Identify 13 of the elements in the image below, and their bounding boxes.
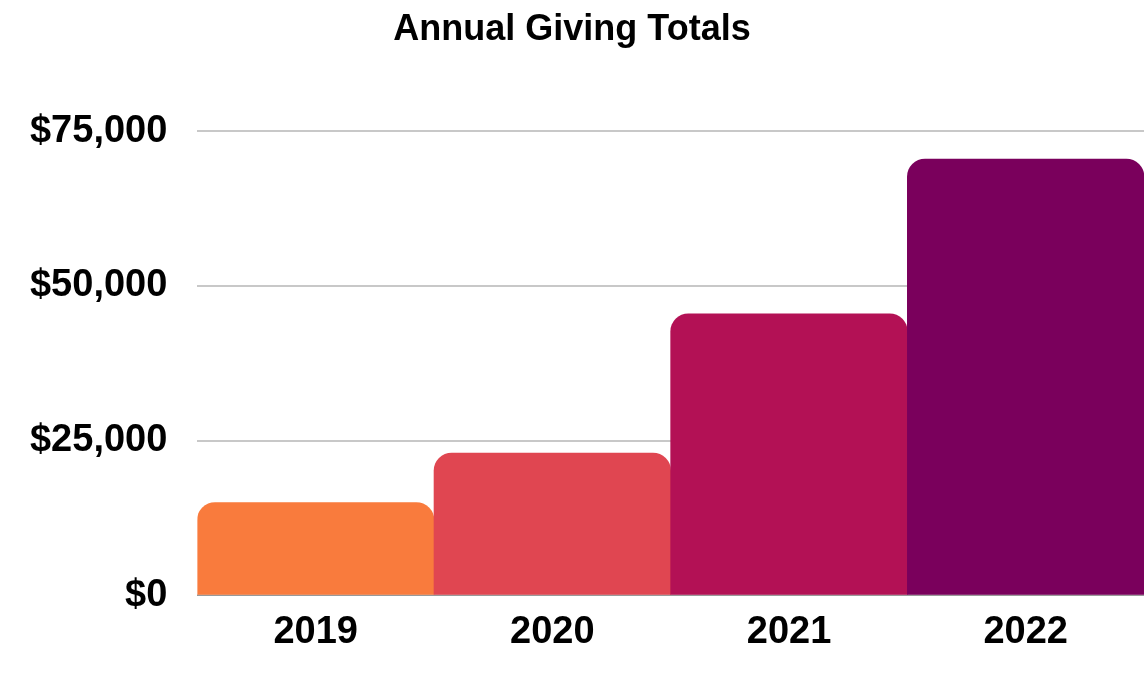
x-tick-label: 2019 [273, 608, 358, 651]
y-tick-label: $25,000 [29, 417, 168, 460]
y-tick-label: $50,000 [29, 262, 168, 305]
x-tick-label: 2020 [510, 608, 595, 651]
x-tick-label: 2021 [746, 608, 832, 651]
y-tick-label: $0 [125, 571, 168, 614]
x-tick-label: 2022 [983, 608, 1068, 651]
bar [197, 502, 435, 595]
chart-title: Annual Giving Totals [393, 6, 751, 48]
bar [433, 452, 672, 595]
y-tick-label: $75,000 [29, 107, 168, 150]
bar [670, 313, 908, 595]
bar [907, 158, 1144, 595]
